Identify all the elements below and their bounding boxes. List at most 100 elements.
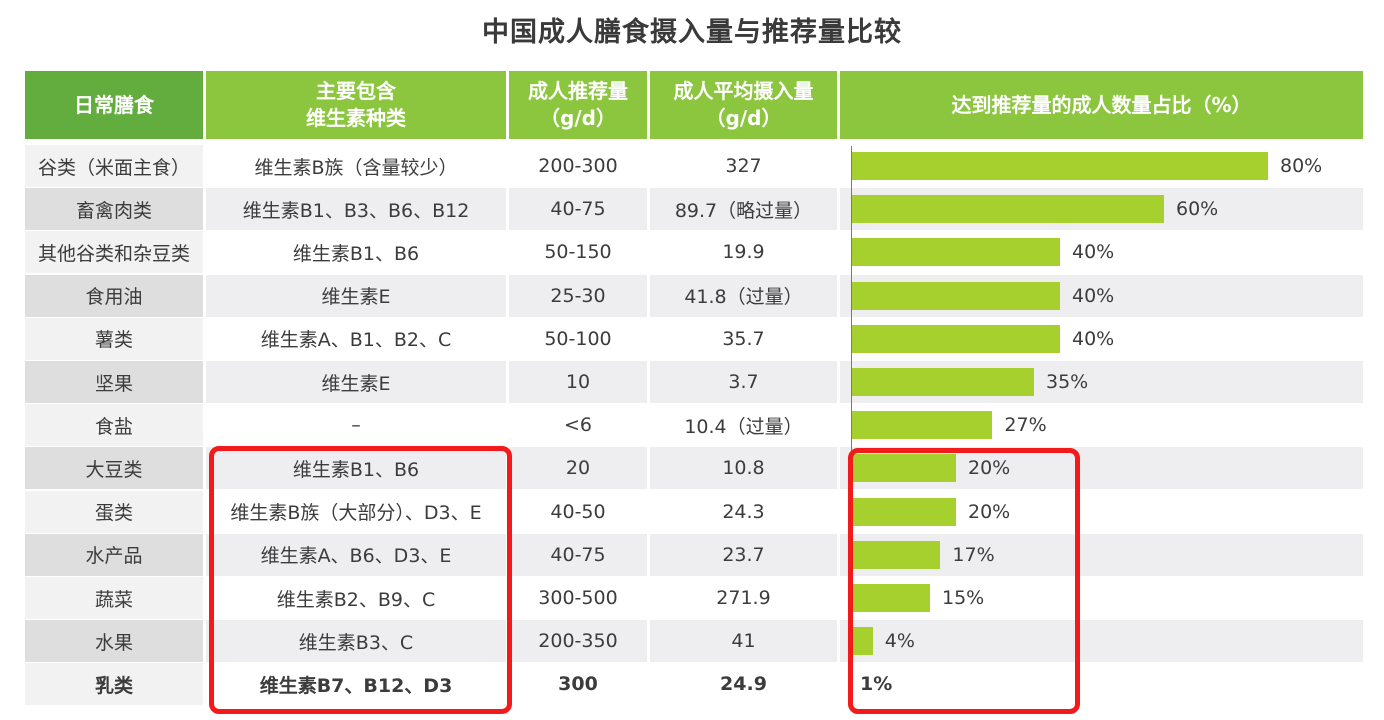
percentage-bar [852, 540, 941, 569]
header-intake: 成人平均摄入量 （g/d） [650, 71, 837, 139]
percentage-label: 1% [860, 673, 893, 696]
recommended-cell: 40-75 [509, 188, 647, 231]
percentage-cell: 17% [840, 533, 1363, 576]
vitamins-cell: 维生素B族（含量较少） [206, 145, 506, 187]
table-row: 畜禽肉类 维生素B1、B3、B6、B12 40-75 89.7（略过量） 60% [25, 188, 1363, 231]
food-cell: 水果 [25, 620, 203, 663]
vitamins-cell: – [206, 404, 506, 447]
food-cell: 水产品 [25, 533, 203, 576]
table-row: 大豆类 维生素B1、B6 20 10.8 20% [25, 447, 1363, 490]
vitamins-cell: 维生素E [206, 361, 506, 403]
header-food-label: 日常膳食 [74, 92, 154, 117]
header-food: 日常膳食 [25, 71, 203, 139]
recommended-cell: 40-50 [509, 490, 647, 533]
highlight-box-vitamins [209, 446, 512, 714]
intake-cell: 271.9 [650, 577, 837, 619]
header-vitamins-line2: 维生素种类 [306, 106, 406, 130]
food-cell: 食用油 [25, 274, 203, 317]
table-row: 坚果 维生素E 10 3.7 35% [25, 361, 1363, 403]
header-vitamins-line1: 主要包含 [316, 79, 396, 103]
intake-cell: 10.4（过量） [650, 404, 837, 447]
percentage-cell: 40% [840, 274, 1363, 317]
table-row: 薯类 维生素A、B1、B2、C 50-100 35.7 40% [25, 317, 1363, 360]
percentage-label: 60% [1176, 198, 1219, 221]
vitamins-cell: 维生素A、B6、D3、E [206, 533, 506, 576]
percentage-label: 40% [1072, 327, 1115, 350]
vitamins-cell: 维生素E [206, 274, 506, 317]
percentage-label: 20% [968, 457, 1011, 480]
percentage-cell: 1% [840, 663, 1363, 706]
table-row: 其他谷类和杂豆类 维生素B1、B6 50-150 19.9 40% [25, 231, 1363, 274]
percentage-label: 80% [1280, 155, 1323, 177]
food-cell: 大豆类 [25, 447, 203, 490]
table-row: 谷类（米面主食） 维生素B族（含量较少） 200-300 327 80% [25, 145, 1363, 187]
recommended-cell: 20 [509, 447, 647, 490]
table-row: 蛋类 维生素B族（大部分）、D3、E 40-50 24.3 20% [25, 490, 1363, 533]
intake-cell: 3.7 [650, 361, 837, 403]
percentage-label: 17% [952, 543, 995, 566]
intake-cell: 19.9 [650, 231, 837, 274]
percentage-label: 4% [884, 630, 915, 653]
percentage-cell: 60% [840, 188, 1363, 231]
recommended-cell: 25-30 [509, 274, 647, 317]
header-intake-line2: （g/d） [705, 106, 782, 130]
percentage-label: 40% [1072, 284, 1115, 307]
table-row: 水果 维生素B3、C 200-350 41 4% [25, 620, 1363, 663]
chart-axis-line [851, 146, 852, 452]
table-row: 乳类 维生素B7、B12、D3 300 24.9 1% [25, 663, 1363, 706]
percentage-label: 35% [1046, 371, 1089, 393]
percentage-cell: 4% [840, 620, 1363, 663]
food-cell: 蔬菜 [25, 577, 203, 619]
recommended-cell: 10 [509, 361, 647, 403]
vitamins-cell: 维生素B1、B6 [206, 447, 506, 490]
food-cell: 其他谷类和杂豆类 [25, 231, 203, 274]
vitamins-cell: 维生素B3、C [206, 620, 506, 663]
intake-cell: 23.7 [650, 533, 837, 576]
percentage-label: 40% [1072, 241, 1115, 264]
percentage-bar [852, 497, 956, 526]
table-row: 食用油 维生素E 25-30 41.8（过量） 40% [25, 274, 1363, 317]
percentage-label: 15% [942, 587, 985, 609]
percentage-label: 20% [968, 500, 1011, 523]
food-cell: 坚果 [25, 361, 203, 403]
percentage-bar [852, 627, 873, 656]
percentage-bar [852, 152, 1268, 180]
percentage-bar [852, 411, 993, 440]
percentage-bar [852, 584, 930, 612]
percentage-cell: 40% [840, 317, 1363, 360]
intake-cell: 10.8 [650, 447, 837, 490]
recommended-cell: 40-75 [509, 533, 647, 576]
food-cell: 蛋类 [25, 490, 203, 533]
percentage-label: 27% [1004, 414, 1047, 437]
recommended-cell: 50-150 [509, 231, 647, 274]
percentage-cell: 20% [840, 490, 1363, 533]
table-row: 水产品 维生素A、B6、D3、E 40-75 23.7 17% [25, 533, 1363, 576]
percentage-cell: 35% [840, 361, 1363, 403]
intake-cell: 41.8（过量） [650, 274, 837, 317]
vitamins-cell: 维生素B2、B9、C [206, 577, 506, 619]
percentage-bar [852, 324, 1060, 353]
intake-cell: 89.7（略过量） [650, 188, 837, 231]
table-row: 食盐 – <6 10.4（过量） 27% [25, 404, 1363, 447]
header-vitamins: 主要包含 维生素种类 [206, 71, 506, 139]
header-percentage-label: 达到推荐量的成人数量占比（%） [951, 92, 1252, 117]
recommended-cell: 300-500 [509, 577, 647, 619]
vitamins-cell: 维生素B1、B6 [206, 231, 506, 274]
header-recommended: 成人推荐量 （g/d） [509, 71, 647, 139]
percentage-bar [852, 195, 1164, 224]
food-cell: 乳类 [25, 663, 203, 706]
vitamins-cell: 维生素B7、B12、D3 [206, 663, 506, 706]
header-recommended-line1: 成人推荐量 [528, 79, 628, 103]
recommended-cell: <6 [509, 404, 647, 447]
recommended-cell: 200-350 [509, 620, 647, 663]
recommended-cell: 200-300 [509, 145, 647, 187]
food-cell: 食盐 [25, 404, 203, 447]
percentage-bar [852, 281, 1060, 310]
intake-cell: 327 [650, 145, 837, 187]
vitamins-cell: 维生素B族（大部分）、D3、E [206, 490, 506, 533]
vitamins-cell: 维生素A、B1、B2、C [206, 317, 506, 360]
percentage-cell: 27% [840, 404, 1363, 447]
intake-cell: 24.9 [650, 663, 837, 706]
percentage-bar [852, 454, 956, 483]
header-intake-line1: 成人平均摄入量 [673, 79, 814, 103]
